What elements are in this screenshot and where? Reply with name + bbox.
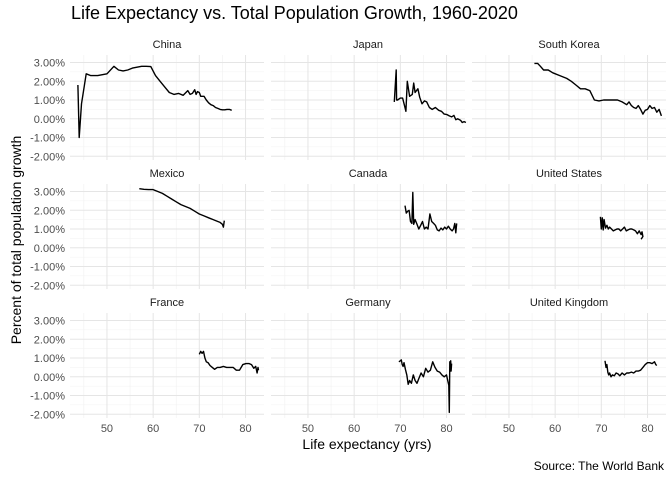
series-line-mexico bbox=[139, 188, 225, 228]
y-tick-label: 3.00% bbox=[34, 187, 65, 199]
series-line-south-korea bbox=[534, 62, 663, 117]
facet-france: France -2.00% -1.00% 0.00% 1.00% 2.00% 3.00% 50… bbox=[30, 297, 264, 435]
x-tick-label: 70 bbox=[193, 423, 205, 435]
x-tick-label: 60 bbox=[147, 423, 159, 435]
chart-title: Life Expectancy vs. Total Population Gro… bbox=[71, 3, 518, 23]
y-tick-label: 1.00% bbox=[34, 224, 65, 236]
facet-canada: Canada bbox=[271, 168, 465, 289]
x-tick-label: 60 bbox=[348, 423, 360, 435]
x-tick-label: 50 bbox=[101, 423, 113, 435]
facet-united-kingdom: United Kingdom 50 60 70 80 bbox=[472, 297, 666, 435]
series-line-china bbox=[77, 65, 232, 139]
y-tick-label: -2.00% bbox=[30, 409, 65, 421]
facet-label: Japan bbox=[353, 39, 383, 51]
x-tick-label: 70 bbox=[595, 423, 607, 435]
x-tick-label: 50 bbox=[302, 423, 314, 435]
y-tick-label: 3.00% bbox=[34, 316, 65, 328]
facet-label: Germany bbox=[345, 297, 391, 309]
y-axis-title: Percent of total population growth bbox=[8, 135, 24, 345]
y-tick-label: 0.00% bbox=[34, 372, 65, 384]
facet-china: China -2.00% -1.00% 0.00% 1.00% 2.00% 3.00% bbox=[30, 39, 264, 163]
facet-label: Canada bbox=[349, 168, 388, 180]
chart-caption: Source: The World Bank bbox=[533, 459, 664, 473]
y-tick-label: 0.00% bbox=[34, 243, 65, 255]
x-tick-label: 60 bbox=[549, 423, 561, 435]
y-tick-label: -1.00% bbox=[30, 133, 65, 145]
y-tick-label: 2.00% bbox=[34, 334, 65, 346]
facet-label: United Kingdom bbox=[530, 297, 608, 309]
facet-germany: Germany 50 60 70 80 bbox=[271, 297, 465, 435]
y-tick-label: -1.00% bbox=[30, 262, 65, 274]
series-line-united-states bbox=[599, 216, 644, 240]
facet-label: France bbox=[150, 297, 184, 309]
series-line-united-kingdom bbox=[604, 360, 658, 378]
facet-label: Mexico bbox=[150, 168, 185, 180]
facet-label: China bbox=[153, 39, 183, 51]
y-tick-label: 2.00% bbox=[34, 205, 65, 217]
y-tick-label: 2.00% bbox=[34, 76, 65, 88]
x-tick-label: 80 bbox=[641, 423, 653, 435]
series-line-canada bbox=[404, 191, 458, 234]
facet-label: South Korea bbox=[538, 39, 600, 51]
facet-south-korea: South Korea bbox=[472, 39, 666, 160]
series-line-germany bbox=[398, 359, 453, 414]
series-line-japan bbox=[393, 69, 467, 124]
y-tick-label: -2.00% bbox=[30, 151, 65, 163]
x-tick-label: 50 bbox=[503, 423, 515, 435]
facet-united-states: United States bbox=[472, 168, 666, 289]
facet-japan: Japan bbox=[271, 39, 467, 160]
y-tick-label: 3.00% bbox=[34, 58, 65, 70]
y-tick-label: -2.00% bbox=[30, 280, 65, 292]
facet-mexico: Mexico -2.00% -1.00% 0.00% 1.00% 2.00% 3.00% bbox=[30, 168, 264, 292]
x-tick-label: 80 bbox=[239, 423, 251, 435]
y-tick-label: 1.00% bbox=[34, 95, 65, 107]
facet-label: United States bbox=[536, 168, 603, 180]
x-tick-label: 70 bbox=[394, 423, 406, 435]
y-tick-label: 1.00% bbox=[34, 353, 65, 365]
x-tick-label: 80 bbox=[440, 423, 452, 435]
y-tick-label: 0.00% bbox=[34, 114, 65, 126]
y-tick-label: -1.00% bbox=[30, 391, 65, 403]
x-axis-title: Life expectancy (yrs) bbox=[302, 436, 432, 452]
series-line-france bbox=[198, 350, 260, 374]
